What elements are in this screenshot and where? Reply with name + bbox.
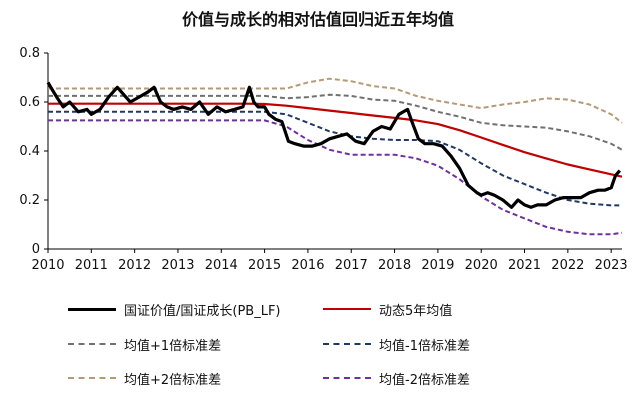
x-tick-label: 2018 — [378, 258, 411, 273]
legend-item: 均值-1倍标准差 — [323, 334, 470, 354]
x-tick-label: 2012 — [118, 258, 151, 273]
legend-swatch — [323, 308, 371, 310]
legend-label: 均值+1倍标准差 — [124, 338, 222, 354]
legend-item: 均值-2倍标准差 — [323, 368, 470, 388]
x-tick-label: 2011 — [75, 258, 108, 273]
legend-swatch — [68, 307, 116, 311]
series-line-5 — [48, 119, 623, 236]
legend-item: 均值+2倍标准差 — [68, 368, 221, 388]
series-line-2 — [48, 93, 623, 151]
series-line-4 — [48, 77, 623, 124]
legend-swatch — [323, 377, 371, 379]
x-tick-label: 2020 — [465, 258, 498, 273]
x-tick-label: 2016 — [291, 258, 324, 273]
x-tick-label: 2013 — [161, 258, 194, 273]
legend-label: 国证价值/国证成长(PB_LF) — [124, 303, 281, 319]
legend-label: 均值-2倍标准差 — [379, 372, 470, 388]
legend-label: 均值+2倍标准差 — [124, 372, 222, 388]
chart-title: 价值与成长的相对估值回归近五年均值 — [181, 10, 454, 29]
legend-item: 动态5年均值 — [323, 299, 452, 319]
legend-label: 动态5年均值 — [379, 303, 453, 319]
y-tick-label: 0.8 — [19, 46, 40, 61]
series-layer — [46, 77, 623, 236]
legend-item: 均值+1倍标准差 — [68, 334, 221, 354]
y-tick-label: 0 — [32, 242, 40, 257]
legend-swatch — [68, 377, 116, 379]
x-tick-label: 2010 — [31, 258, 64, 273]
y-tick-label: 0.2 — [19, 193, 40, 208]
y-tick-label: 0.4 — [19, 144, 40, 159]
x-tick-label: 2017 — [335, 258, 368, 273]
x-tick-label: 2022 — [551, 258, 584, 273]
axes: 0 0.2 0.4 0.6 0.8 2010 2011 2012 2013 2014 2015 201… — [19, 46, 627, 273]
x-tick-label: 2023 — [595, 258, 628, 273]
legend-label: 均值-1倍标准差 — [379, 338, 470, 354]
series-line-3 — [48, 110, 622, 207]
y-tick-label: 0.6 — [19, 95, 40, 110]
legend-swatch — [68, 343, 116, 345]
legend-swatch — [323, 343, 371, 345]
x-tick-label: 2014 — [205, 258, 238, 273]
x-tick-label: 2019 — [421, 258, 454, 273]
x-tick-label: 2015 — [248, 258, 281, 273]
series-line-1 — [48, 102, 623, 178]
chart-plot: 0 0.2 0.4 0.6 0.8 2010 2011 2012 2013 2014 2015 201… — [19, 46, 627, 273]
x-tick-label: 2021 — [508, 258, 541, 273]
legend-item: 国证价值/国证成长(PB_LF) — [68, 299, 281, 319]
series-line-0 — [46, 81, 622, 209]
